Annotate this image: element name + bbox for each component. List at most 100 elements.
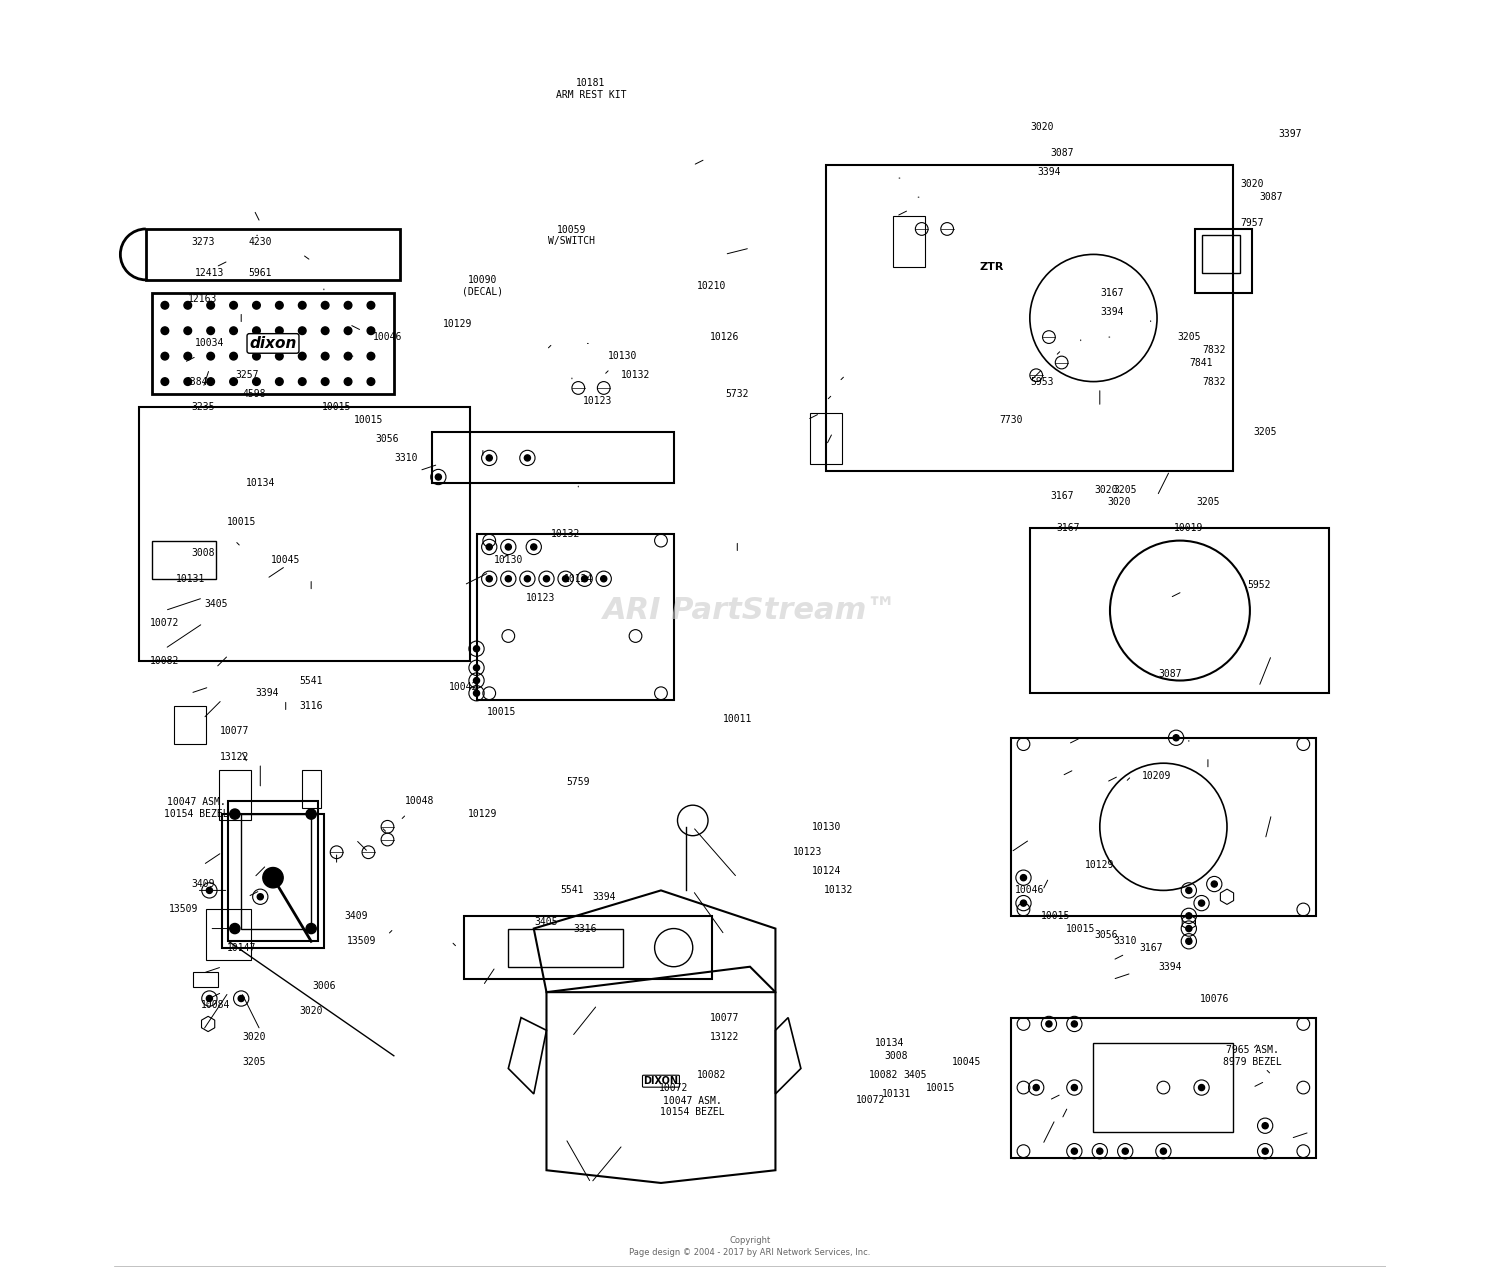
- Circle shape: [306, 809, 316, 819]
- Text: 10090
(DECAL): 10090 (DECAL): [462, 276, 504, 296]
- Text: 3020: 3020: [242, 1032, 266, 1042]
- Text: 10123: 10123: [792, 847, 822, 857]
- Text: 10131: 10131: [882, 1089, 910, 1099]
- Text: 3405: 3405: [534, 917, 558, 927]
- Circle shape: [184, 327, 192, 335]
- Text: 10084: 10084: [201, 1000, 231, 1010]
- Text: 13122: 13122: [710, 1032, 740, 1042]
- Text: 3020: 3020: [1030, 122, 1054, 132]
- Text: 13509: 13509: [170, 904, 198, 915]
- Text: 3394: 3394: [1158, 962, 1182, 972]
- Circle shape: [531, 544, 537, 550]
- Text: 10015: 10015: [322, 402, 351, 412]
- Text: 3056: 3056: [1095, 930, 1118, 940]
- Text: 3167: 3167: [1101, 287, 1125, 298]
- Circle shape: [238, 996, 244, 1001]
- Text: 3405: 3405: [903, 1070, 927, 1080]
- Circle shape: [1071, 1085, 1077, 1090]
- Circle shape: [321, 378, 328, 385]
- Text: 10042: 10042: [448, 682, 478, 692]
- Circle shape: [600, 576, 608, 581]
- Text: 5541: 5541: [300, 675, 322, 686]
- Text: 3409: 3409: [192, 879, 214, 889]
- Circle shape: [525, 576, 531, 581]
- Text: 10045: 10045: [951, 1057, 981, 1067]
- Circle shape: [474, 691, 480, 696]
- Text: 3020: 3020: [1240, 179, 1264, 190]
- Circle shape: [344, 352, 352, 360]
- Circle shape: [1198, 1085, 1204, 1090]
- Text: 10129: 10129: [468, 809, 498, 819]
- Text: 13122: 13122: [220, 752, 249, 762]
- Circle shape: [368, 301, 375, 309]
- Text: 3167: 3167: [1138, 943, 1162, 953]
- Text: 10124: 10124: [564, 574, 592, 584]
- Circle shape: [160, 301, 168, 309]
- Text: 7832: 7832: [1203, 345, 1225, 355]
- Text: 4230: 4230: [249, 237, 272, 247]
- Text: dixon: dixon: [249, 336, 297, 351]
- Text: 10132: 10132: [825, 885, 854, 895]
- Circle shape: [582, 576, 588, 581]
- Circle shape: [252, 327, 261, 335]
- Text: 3205: 3205: [242, 1057, 266, 1067]
- Circle shape: [1071, 1149, 1077, 1154]
- Text: 10082: 10082: [868, 1070, 898, 1080]
- Circle shape: [306, 923, 316, 934]
- Circle shape: [160, 327, 168, 335]
- Text: 10076: 10076: [1200, 993, 1228, 1004]
- Circle shape: [1122, 1149, 1128, 1154]
- Circle shape: [1210, 881, 1218, 887]
- Text: 10209: 10209: [1143, 771, 1172, 781]
- Text: 10082: 10082: [698, 1070, 726, 1080]
- Circle shape: [184, 352, 192, 360]
- Text: 10130: 10130: [494, 555, 524, 565]
- Text: 3006: 3006: [312, 981, 336, 991]
- Text: 7832: 7832: [1203, 377, 1225, 387]
- Text: ZTR: ZTR: [980, 262, 1004, 272]
- Text: 3235: 3235: [192, 402, 214, 412]
- Text: 10046: 10046: [374, 332, 402, 342]
- Text: 3394: 3394: [1101, 307, 1125, 317]
- Circle shape: [298, 301, 306, 309]
- Text: 3056: 3056: [375, 434, 399, 444]
- Text: 10129: 10129: [442, 319, 472, 329]
- Circle shape: [1161, 1149, 1167, 1154]
- Circle shape: [230, 378, 237, 385]
- Circle shape: [321, 327, 328, 335]
- Text: 3316: 3316: [573, 923, 597, 934]
- Circle shape: [276, 327, 284, 335]
- Circle shape: [1186, 913, 1192, 918]
- Circle shape: [276, 301, 284, 309]
- Circle shape: [562, 576, 568, 581]
- Text: 10077: 10077: [710, 1013, 740, 1023]
- Text: 10210: 10210: [698, 281, 726, 291]
- Circle shape: [1046, 1021, 1052, 1027]
- Circle shape: [1198, 901, 1204, 906]
- Circle shape: [1096, 1149, 1102, 1154]
- Circle shape: [435, 474, 441, 480]
- Text: 3020: 3020: [1095, 485, 1118, 495]
- Text: 10132: 10132: [621, 370, 650, 380]
- Text: 3394: 3394: [1036, 167, 1060, 177]
- Text: 3008: 3008: [192, 548, 214, 558]
- Circle shape: [344, 378, 352, 385]
- Text: 10011: 10011: [723, 714, 752, 724]
- Circle shape: [1262, 1123, 1268, 1128]
- Text: 10015: 10015: [226, 516, 256, 527]
- Text: 5759: 5759: [567, 777, 590, 787]
- Circle shape: [262, 868, 284, 888]
- Text: 10082: 10082: [150, 656, 180, 667]
- Circle shape: [207, 996, 213, 1001]
- Circle shape: [298, 352, 306, 360]
- Circle shape: [506, 544, 512, 550]
- Text: 3310: 3310: [394, 453, 418, 463]
- Circle shape: [160, 352, 168, 360]
- Circle shape: [207, 888, 213, 893]
- Circle shape: [184, 301, 192, 309]
- Text: 10130: 10130: [608, 351, 638, 361]
- Text: 3409: 3409: [344, 911, 368, 921]
- Text: 13509: 13509: [348, 936, 376, 946]
- Text: 10134: 10134: [246, 478, 274, 488]
- Circle shape: [207, 378, 214, 385]
